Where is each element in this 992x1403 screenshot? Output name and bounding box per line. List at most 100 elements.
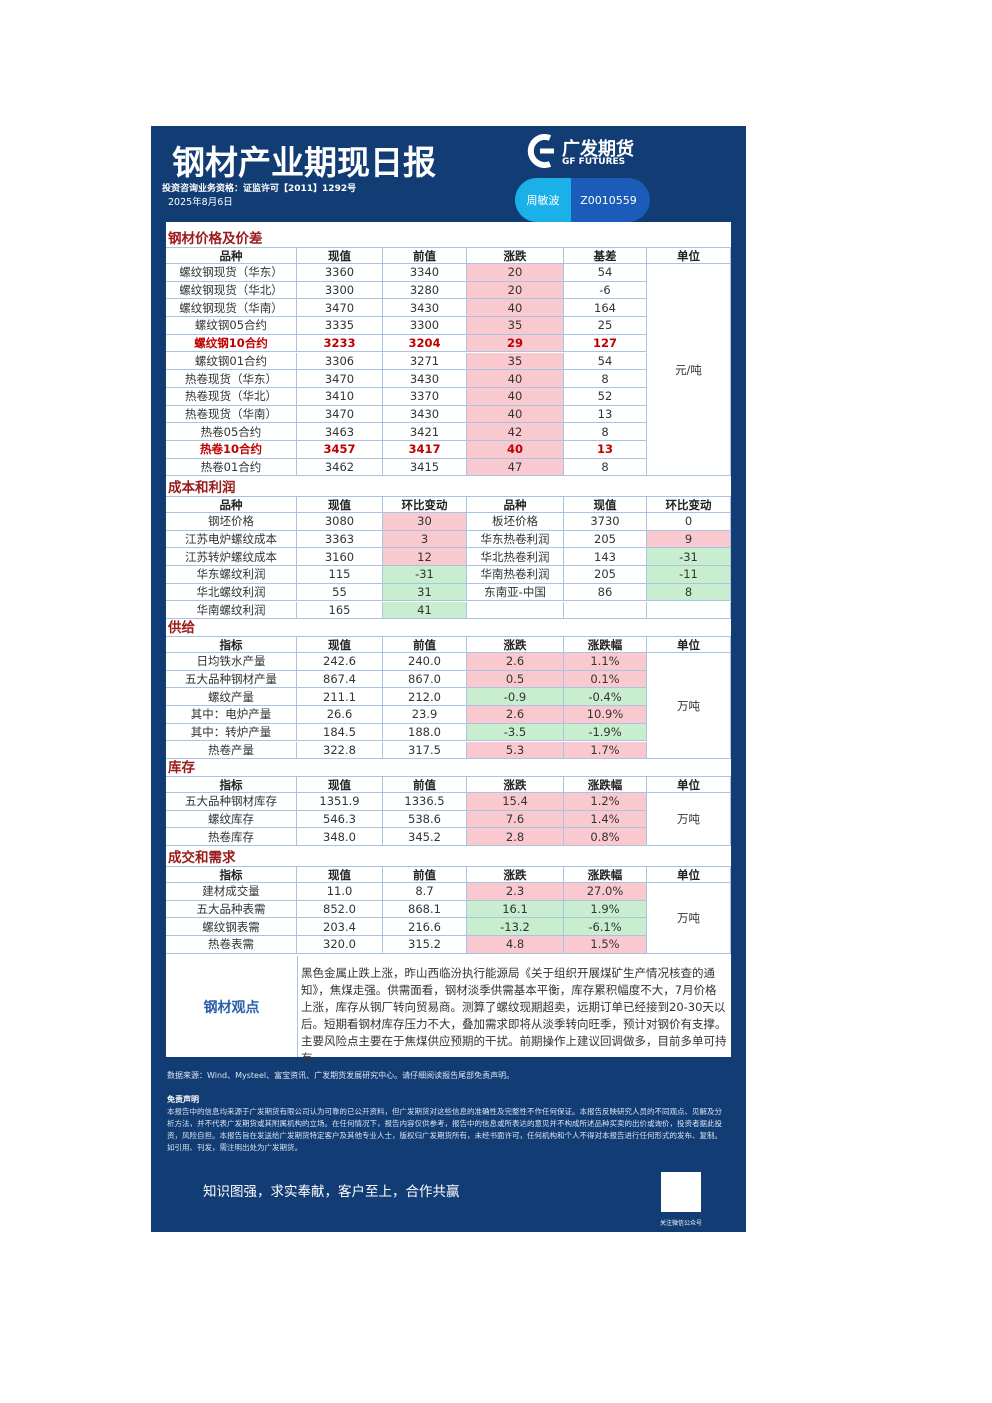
table-cell (467, 601, 564, 620)
table-cell: 江苏电炉螺纹成本 (166, 530, 297, 549)
table-cell: 29 (467, 334, 564, 353)
disclaimer-title: 免责声明 (167, 1095, 199, 1104)
table-cell (564, 601, 647, 620)
section-title: 钢材价格及价差 (168, 231, 263, 247)
table-cell: 8 (564, 370, 647, 388)
table-cell: 16.1 (467, 900, 564, 919)
table-cell: 3415 (383, 458, 467, 477)
table-cell: 1.2% (564, 793, 647, 811)
table-cell: 35 (467, 317, 564, 335)
table-cell: 345.2 (383, 828, 467, 847)
column-header: 单位 (647, 776, 731, 793)
table-cell: -11 (647, 566, 731, 584)
table-cell: 0.5 (467, 670, 564, 689)
table-cell: 日均铁水产量 (166, 653, 297, 671)
section-title: 成本和利润 (168, 480, 236, 496)
column-header: 基差 (564, 247, 647, 264)
table-cell: 212.0 (383, 688, 467, 707)
table-cell: 华东螺纹利润 (166, 566, 297, 584)
table-cell: 47 (467, 458, 564, 477)
table-cell: 螺纹钢01合约 (166, 352, 297, 371)
table-cell: 3160 (297, 548, 383, 567)
table-cell: 华北螺纹利润 (166, 583, 297, 602)
table-cell: 15.4 (467, 793, 564, 811)
table-cell (647, 601, 731, 620)
column-header: 前值 (383, 636, 467, 653)
table-cell: 热卷表需 (166, 936, 297, 954)
table-cell: 315.2 (383, 936, 467, 954)
table-cell: 其中：电炉产量 (166, 706, 297, 724)
table-cell: 143 (564, 548, 647, 567)
section-title: 成交和需求 (168, 850, 236, 866)
unit-cell: 元/吨 (647, 264, 731, 477)
data-source: 数据来源：Wind、Mysteel、富宝资讯、广发期货发展研究中心。请仔细阅读报… (167, 1071, 515, 1080)
table-cell: 螺纹钢现货（华东） (166, 264, 297, 282)
column-header: 品种 (166, 247, 297, 264)
table-cell: 热卷10合约 (166, 441, 297, 459)
table-cell: 3 (383, 530, 467, 549)
table-cell: -0.9 (467, 688, 564, 707)
table-cell: 螺纹产量 (166, 688, 297, 707)
table-cell: 螺纹钢10合约 (166, 334, 297, 353)
table-cell: 五大品种钢材产量 (166, 670, 297, 689)
column-header: 涨跌 (467, 776, 564, 793)
table-cell: 42 (467, 423, 564, 441)
column-header: 涨跌幅 (564, 636, 647, 653)
table-cell: 20 (467, 264, 564, 282)
table-cell: 螺纹钢现货（华南） (166, 299, 297, 318)
table-cell: 203.4 (297, 918, 383, 937)
table-cell: 852.0 (297, 900, 383, 919)
table-cell: -1.9% (564, 723, 647, 742)
table-cell: 86 (564, 583, 647, 602)
table-cell: 1.7% (564, 741, 647, 760)
column-header: 现值 (297, 776, 383, 793)
table-cell: 3340 (383, 264, 467, 282)
table-cell: 867.0 (383, 670, 467, 689)
logo-icon (520, 134, 560, 168)
table-cell: 1.5% (564, 936, 647, 954)
column-header: 涨跌 (467, 866, 564, 883)
unit-cell: 万吨 (647, 793, 731, 847)
table-cell: 3271 (383, 352, 467, 371)
table-cell: 3421 (383, 423, 467, 441)
logo-svg (527, 134, 554, 168)
table-cell: 164 (564, 299, 647, 318)
table-cell: 11.0 (297, 883, 383, 901)
disclaimer: 本报告中的信息均来源于广发期货有限公司认为可靠的已公开资料，但广发期货对这些信息… (167, 1107, 722, 1152)
table-cell: 55 (297, 583, 383, 602)
section-title: 供给 (168, 620, 195, 636)
table-cell: 8 (647, 583, 731, 602)
table-cell: 3204 (383, 334, 467, 353)
table-cell: 热卷现货（华东） (166, 370, 297, 388)
table-cell: 热卷现货（华北） (166, 387, 297, 406)
table-cell: 华南螺纹利润 (166, 601, 297, 620)
column-header: 单位 (647, 636, 731, 653)
table-cell: -3.5 (467, 723, 564, 742)
table-cell: 螺纹钢现货（华北） (166, 281, 297, 300)
table-cell: 40 (467, 405, 564, 424)
table-cell: 建材成交量 (166, 883, 297, 901)
table-cell: -31 (383, 566, 467, 584)
table-cell: 3410 (297, 387, 383, 406)
table-cell: 0.8% (564, 828, 647, 847)
table-cell: 3233 (297, 334, 383, 353)
column-header: 品种 (467, 496, 564, 513)
table-cell: 12 (383, 548, 467, 567)
logo-en: GF FUTURES (562, 157, 626, 167)
table-cell: 3080 (297, 513, 383, 531)
table-cell: 205 (564, 566, 647, 584)
table-cell: 热卷现货（华南） (166, 405, 297, 424)
column-header: 前值 (383, 247, 467, 264)
table-cell: 热卷产量 (166, 741, 297, 760)
table-cell: 242.6 (297, 653, 383, 671)
table-cell: 1.9% (564, 900, 647, 919)
table-cell: -6.1% (564, 918, 647, 937)
table-cell: 3335 (297, 317, 383, 335)
table-cell: -13.2 (467, 918, 564, 937)
license: 投资咨询业务资格：证监许可【2011】1292号 (162, 184, 357, 194)
table-cell: 华北热卷利润 (467, 548, 564, 567)
column-header: 环比变动 (383, 496, 467, 513)
table-cell: 35 (467, 352, 564, 371)
table-cell: 348.0 (297, 828, 383, 847)
table-cell: 7.6 (467, 810, 564, 829)
